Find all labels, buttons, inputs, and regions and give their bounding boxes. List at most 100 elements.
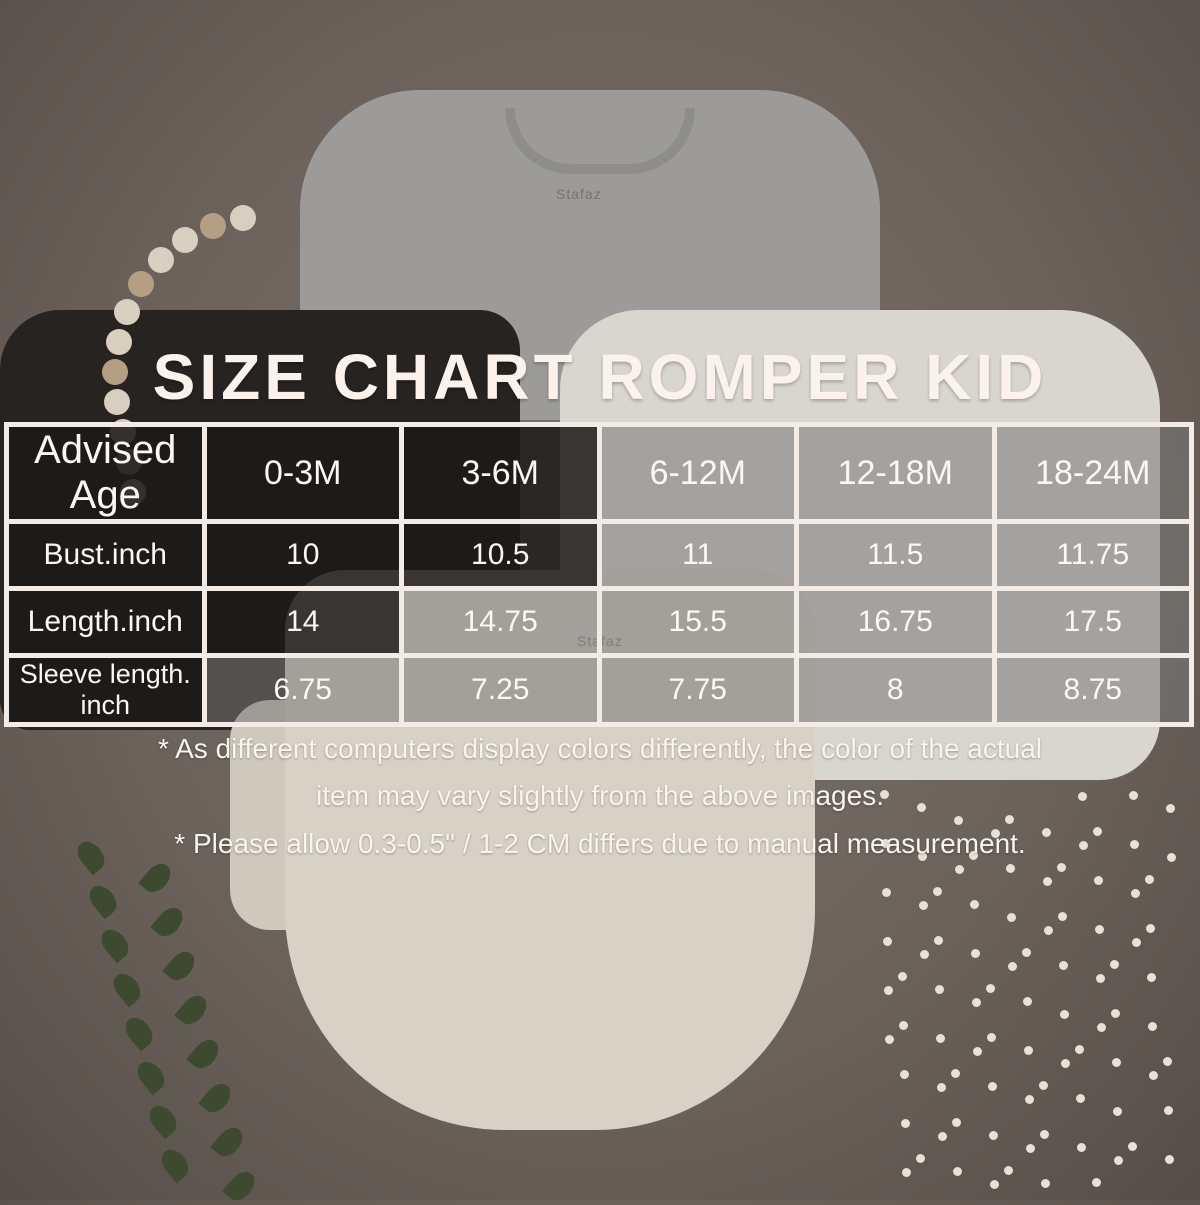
flower [1024, 1046, 1033, 1055]
leaf [174, 990, 212, 1030]
flower [951, 1069, 960, 1078]
flower [885, 1035, 894, 1044]
table-cell: 6.75 [201, 653, 404, 727]
color-disclaimer-line-1: * As different computers display colors … [157, 733, 1043, 764]
table-cell: 8 [794, 653, 997, 727]
flower [1044, 926, 1053, 935]
leaf [84, 880, 122, 920]
flower [933, 887, 942, 896]
bead [172, 227, 198, 253]
flower [1167, 853, 1176, 862]
flower [1132, 938, 1141, 947]
flower [1043, 877, 1052, 886]
flower [1058, 912, 1067, 921]
measurement-disclaimer: * Please allow 0.3-0.5" / 1-2 CM differs… [174, 828, 1026, 859]
babys-breath-decoration [880, 780, 1200, 1200]
flower [884, 986, 893, 995]
flower [1114, 1156, 1123, 1165]
table-cell: 7.75 [596, 653, 799, 727]
flower [935, 985, 944, 994]
flower [1008, 962, 1017, 971]
table-cell: 14 [201, 586, 404, 658]
table-cell: 11.5 [794, 519, 997, 591]
size-header: 6-12M [596, 422, 799, 524]
leaf [120, 1012, 158, 1052]
flower [1129, 791, 1138, 800]
flower [1004, 1166, 1013, 1175]
flower [989, 1131, 998, 1140]
flower [1040, 1130, 1049, 1139]
flower [953, 1167, 962, 1176]
flower [916, 1154, 925, 1163]
table-cell: 10.5 [399, 519, 602, 591]
flower [1111, 1009, 1120, 1018]
flower [1023, 997, 1032, 1006]
flower [1113, 1107, 1122, 1116]
flower [1131, 889, 1140, 898]
table-cell: 10 [201, 519, 404, 591]
table-row: Length.inch 14 14.75 15.5 16.75 17.5 [4, 586, 1194, 658]
flower [1149, 1071, 1158, 1080]
flower [1147, 973, 1156, 982]
size-header: 0-3M [201, 422, 404, 524]
flower [881, 839, 890, 848]
table-cell: 7.25 [399, 653, 602, 727]
brand-tag-gray-sweater: Stafaz [556, 186, 602, 202]
leaf [222, 1166, 260, 1205]
flower [882, 888, 891, 897]
leaf [186, 1034, 224, 1074]
size-header: 3-6M [399, 422, 602, 524]
flower [1059, 961, 1068, 970]
leaf [132, 1056, 170, 1096]
bead [106, 329, 132, 355]
flower [991, 829, 1000, 838]
flower [1165, 1155, 1174, 1164]
row-label: Sleeve length. inch [4, 653, 207, 727]
flower [883, 937, 892, 946]
flower [920, 950, 929, 959]
flower [1061, 1059, 1070, 1068]
flower [1128, 1142, 1137, 1151]
leaf [144, 1100, 182, 1140]
flower [1077, 1143, 1086, 1152]
flower [880, 790, 889, 799]
flower [899, 1021, 908, 1030]
leaf [138, 858, 176, 898]
table-cell: 16.75 [794, 586, 997, 658]
flower [937, 1083, 946, 1092]
flower [1006, 864, 1015, 873]
flower [1060, 1010, 1069, 1019]
row-label: Length.inch [4, 586, 207, 658]
color-disclaimer-line-2: item may vary slightly from the above im… [316, 780, 884, 811]
flower [1130, 840, 1139, 849]
leaf [150, 902, 188, 942]
header-label: Advised Age [4, 422, 207, 524]
flower [900, 1070, 909, 1079]
flower [1039, 1081, 1048, 1090]
leaf [198, 1078, 236, 1118]
flower [1146, 924, 1155, 933]
flower [1093, 827, 1102, 836]
leaf [156, 1144, 194, 1184]
flower [1145, 875, 1154, 884]
flower [1078, 792, 1087, 801]
table-cell: 17.5 [991, 586, 1194, 658]
table-cell: 14.75 [399, 586, 602, 658]
flower [1166, 804, 1175, 813]
flower [986, 984, 995, 993]
flower [1041, 1179, 1050, 1188]
table-cell: 8.75 [991, 653, 1194, 727]
flower [898, 972, 907, 981]
flower [1148, 1022, 1157, 1031]
flower [936, 1034, 945, 1043]
size-header: 12-18M [794, 422, 997, 524]
flower [1092, 1178, 1101, 1187]
size-header: 18-24M [991, 422, 1194, 524]
flower [1163, 1057, 1172, 1066]
flower [973, 1047, 982, 1056]
flower [1164, 1106, 1173, 1115]
flower [1094, 876, 1103, 885]
flower [1007, 913, 1016, 922]
flower [1097, 1023, 1106, 1032]
table-row: Bust.inch 10 10.5 11 11.5 11.75 [4, 519, 1194, 591]
